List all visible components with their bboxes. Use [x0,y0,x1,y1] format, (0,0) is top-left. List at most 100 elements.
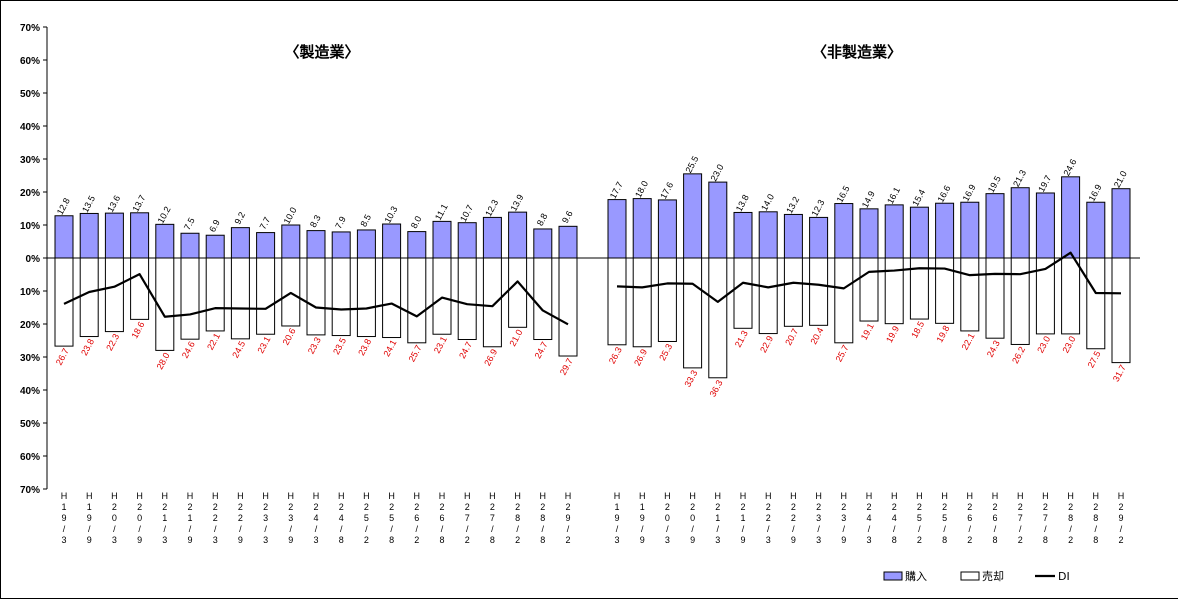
x-tick-label-char: H [1067,491,1074,501]
sale-bar [758,257,778,335]
x-tick-label-char: 8 [515,513,520,523]
purchase-data-label: 14.9 [860,189,877,209]
x-tick-label-char: 3 [112,535,117,545]
sale-data-label: 36.3 [708,378,725,398]
x-tick-label-char: / [641,524,644,534]
sale-bar [256,257,276,335]
x-tick-label-char: 2 [439,502,444,512]
x-tick-label-char: 0 [112,513,117,523]
x-tick-label-char: / [88,524,91,534]
purchase-data-label: 16.1 [885,185,902,205]
purchase-bar [985,193,1005,259]
x-tick-label-char: / [290,524,293,534]
x-tick-label-char: / [666,524,669,534]
x-tick-label-char: 4 [313,513,318,523]
x-tick-label-char: 2 [992,502,997,512]
x-tick-label-char: H [111,491,118,501]
x-tick-label-char: H [363,491,370,501]
sale-data-label: 18.5 [909,320,926,340]
sale-data-label: 23.5 [331,336,348,356]
x-tick-label-char: 2 [565,502,570,512]
purchase-bar [407,231,427,259]
sale-data-label: 26.7 [54,347,71,367]
x-tick-label-char: 2 [841,502,846,512]
x-tick-label-char: 4 [892,513,897,523]
x-tick-label-char: 3 [816,535,821,545]
x-tick-label-char: / [214,524,217,534]
x-tick-label-char: 7 [1018,513,1023,523]
purchase-bar [54,215,74,259]
x-tick-label-char: 8 [892,535,897,545]
sale-data-label: 22.1 [205,331,222,351]
purchase-data-label: 13.7 [130,193,147,213]
x-tick-label-char: H [540,491,547,501]
sale-data-label: 26.3 [607,345,624,365]
x-tick-label-char: 2 [1043,502,1048,512]
purchase-data-label: 16.9 [1087,183,1104,203]
y-tick-label: 50% [20,89,40,100]
legend-sale-label: 売却 [982,570,1004,583]
x-tick-label-char: / [843,524,846,534]
x-tick-label-char: 8 [490,535,495,545]
purchase-bar [1086,201,1106,259]
x-tick-label-char: 1 [187,513,192,523]
purchase-bar [306,230,326,259]
x-tick-label-char: / [516,524,519,534]
sale-bar [432,257,452,335]
x-tick-label-char: / [63,524,66,534]
sale-data-label: 19.8 [934,324,951,344]
x-tick-label-char: H [1118,491,1125,501]
x-tick-label-char: 2 [1068,502,1073,512]
x-tick-label-char: 2 [892,502,897,512]
x-tick-label-char: / [491,524,494,534]
x-tick-label-char: H [815,491,822,501]
purchase-bar [683,173,703,259]
x-tick-label-char: 6 [439,513,444,523]
x-tick-label-char: / [365,524,368,534]
y-tick-label: 0% [26,254,41,265]
purchase-bar [256,232,276,259]
x-tick-label-char: 1 [740,513,745,523]
sale-bar [884,257,904,325]
x-tick-label-char: / [239,524,242,534]
x-tick-label-char: 2 [112,502,117,512]
x-tick-label-char: / [1120,524,1123,534]
sale-bar [180,257,200,340]
purchase-bar [1010,187,1030,259]
x-tick-label-char: 8 [540,535,545,545]
x-tick-label-char: 2 [137,502,142,512]
sale-bar [558,257,578,357]
x-tick-label-char: / [315,524,318,534]
sale-data-label: 25.7 [407,343,424,363]
y-tick-label: 10% [20,221,40,232]
x-tick-label-char: 6 [967,513,972,523]
purchase-data-label: 8.5 [358,213,373,229]
purchase-data-label: 17.6 [658,180,675,200]
purchase-bar [533,228,553,259]
x-tick-label-char: 9 [690,535,695,545]
x-tick-label-char: 2 [942,502,947,512]
y-tick-label: 10% [20,287,40,298]
sale-data-label: 19.9 [884,324,901,344]
sale-data-label: 33.3 [682,368,699,388]
x-tick-label-char: H [86,491,93,501]
x-tick-label-char: 2 [213,513,218,523]
x-tick-label-char: H [639,491,646,501]
x-tick-label-char: 5 [364,513,369,523]
x-tick-label-char: H [262,491,269,501]
x-tick-label-char: 2 [565,535,570,545]
x-tick-label-char: 2 [1018,535,1023,545]
sale-bar [104,257,124,333]
x-tick-label-char: / [567,524,570,534]
x-tick-label-char: 8 [1068,513,1073,523]
x-tick-label-char: 2 [1068,535,1073,545]
sale-bar [382,257,402,339]
x-tick-label-char: H [1017,491,1024,501]
x-tick-label-char: 2 [816,502,821,512]
x-tick-label-char: 9 [137,535,142,545]
x-tick-label-char: 1 [715,513,720,523]
purchase-data-label: 11.1 [433,202,450,222]
purchase-data-label: 13.6 [105,194,122,214]
x-tick-label-char: / [466,524,469,534]
sale-bar [985,257,1005,339]
